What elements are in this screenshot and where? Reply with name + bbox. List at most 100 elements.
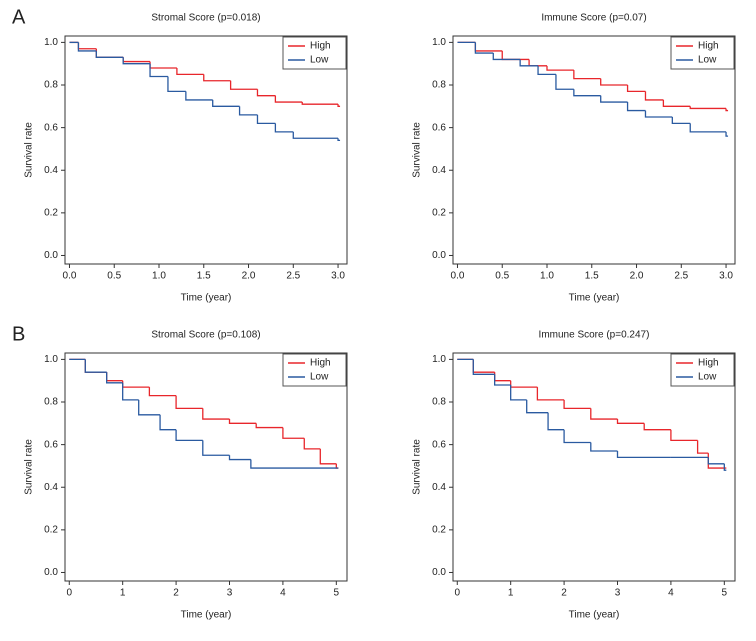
- legend-label: High: [698, 358, 719, 369]
- x-tick-label: 5: [722, 588, 728, 599]
- survival-step: [228, 419, 257, 424]
- y-tick-label: 1.0: [432, 354, 446, 365]
- survival-step: [573, 70, 601, 80]
- x-tick-label: 0.0: [63, 271, 77, 282]
- survival-step: [536, 387, 565, 401]
- survival-step: [547, 412, 565, 431]
- y-tick-label: 0.6: [432, 122, 446, 133]
- survival-step: [274, 123, 294, 133]
- survival-step: [159, 414, 177, 431]
- y-tick-label: 0.0: [44, 567, 58, 578]
- survival-step: [292, 131, 339, 139]
- survival-step: [106, 372, 123, 384]
- x-axis-label: Time (year): [181, 610, 232, 621]
- y-axis-label: Survival rate: [412, 122, 423, 178]
- legend-box: [282, 353, 347, 387]
- x-axis-label: Time (year): [569, 293, 620, 304]
- survival-step: [228, 455, 251, 461]
- survival-step: [202, 408, 230, 420]
- survival-step: [282, 427, 305, 439]
- x-tick-label: 2.0: [630, 271, 644, 282]
- survival-step: [528, 59, 547, 67]
- survival-step: [337, 138, 341, 142]
- y-tick-label: 0.8: [432, 397, 446, 408]
- x-tick-label: 2: [173, 588, 179, 599]
- survival-step: [689, 106, 727, 110]
- y-tick-label: 0.6: [44, 122, 58, 133]
- survival-step: [555, 74, 574, 90]
- survival-step: [725, 108, 729, 112]
- y-tick-label: 0.0: [44, 250, 58, 261]
- chart-title: Stromal Score (p=0.018): [151, 13, 260, 24]
- survival-step: [95, 50, 124, 58]
- survival-step: [319, 448, 337, 465]
- survival-step: [472, 359, 495, 375]
- survival-step: [175, 429, 203, 442]
- survival-step: [644, 110, 673, 118]
- panel-label: A: [12, 6, 26, 28]
- survival-step: [526, 399, 549, 414]
- survival-step: [616, 419, 645, 424]
- plot-frame: [452, 352, 736, 582]
- survival-step: [600, 95, 628, 103]
- survival-step: [176, 67, 204, 76]
- legend-box: [670, 353, 735, 387]
- survival-step: [707, 453, 725, 469]
- survival-step: [494, 372, 511, 382]
- x-tick-label: 1.0: [152, 271, 166, 282]
- survival-step: [662, 99, 691, 107]
- chart-title: Stromal Score (p=0.108): [151, 330, 260, 341]
- legend-label: High: [310, 41, 331, 52]
- y-tick-label: 0.4: [44, 165, 58, 176]
- x-tick-label: 2: [561, 588, 567, 599]
- y-axis-label: Survival rate: [24, 439, 35, 495]
- survival-step: [256, 114, 276, 125]
- legend-box: [282, 36, 347, 70]
- survival-step: [303, 438, 321, 450]
- plot-frame: [64, 352, 348, 582]
- survival-step: [494, 374, 511, 386]
- x-tick-label: 3: [615, 588, 621, 599]
- survival-step: [626, 102, 646, 112]
- survival-step: [77, 42, 97, 50]
- x-tick-label: 2.5: [286, 271, 300, 282]
- legend-label: Low: [698, 372, 717, 383]
- survival-step: [148, 387, 177, 397]
- survival-step: [723, 463, 727, 471]
- x-tick-label: 4: [668, 588, 674, 599]
- survival-step: [492, 53, 521, 61]
- survival-step: [255, 423, 283, 429]
- y-tick-label: 0.8: [44, 80, 58, 91]
- x-tick-label: 1: [120, 588, 126, 599]
- survival-step: [590, 442, 618, 452]
- survival-step: [590, 408, 618, 420]
- survival-step: [725, 131, 729, 137]
- legend-label: High: [698, 41, 719, 52]
- survival-step: [510, 380, 538, 388]
- x-tick-label: 2.0: [242, 271, 256, 282]
- survival-step: [689, 123, 727, 133]
- survival-step: [250, 459, 337, 469]
- survival-step: [472, 359, 495, 373]
- survival-step: [122, 382, 139, 401]
- survival-step: [626, 85, 646, 93]
- x-tick-label: 1: [508, 588, 514, 599]
- survival-step: [537, 65, 556, 76]
- survival-step: [122, 57, 151, 63]
- survival-step: [202, 440, 230, 456]
- chart-title: Immune Score (p=0.07): [541, 13, 646, 24]
- survival-step: [149, 63, 168, 78]
- x-tick-label: 2.5: [674, 271, 688, 282]
- x-tick-label: 1.0: [540, 271, 554, 282]
- survival-step: [671, 116, 691, 125]
- survival-step: [274, 95, 303, 103]
- survival-step: [670, 429, 698, 442]
- y-axis-label: Survival rate: [24, 122, 35, 178]
- survival-step: [563, 429, 591, 444]
- survival-step: [474, 42, 503, 52]
- legend-box: [670, 36, 735, 70]
- y-tick-label: 1.0: [44, 37, 58, 48]
- survival-step: [122, 57, 151, 65]
- x-tick-label: 4: [280, 588, 286, 599]
